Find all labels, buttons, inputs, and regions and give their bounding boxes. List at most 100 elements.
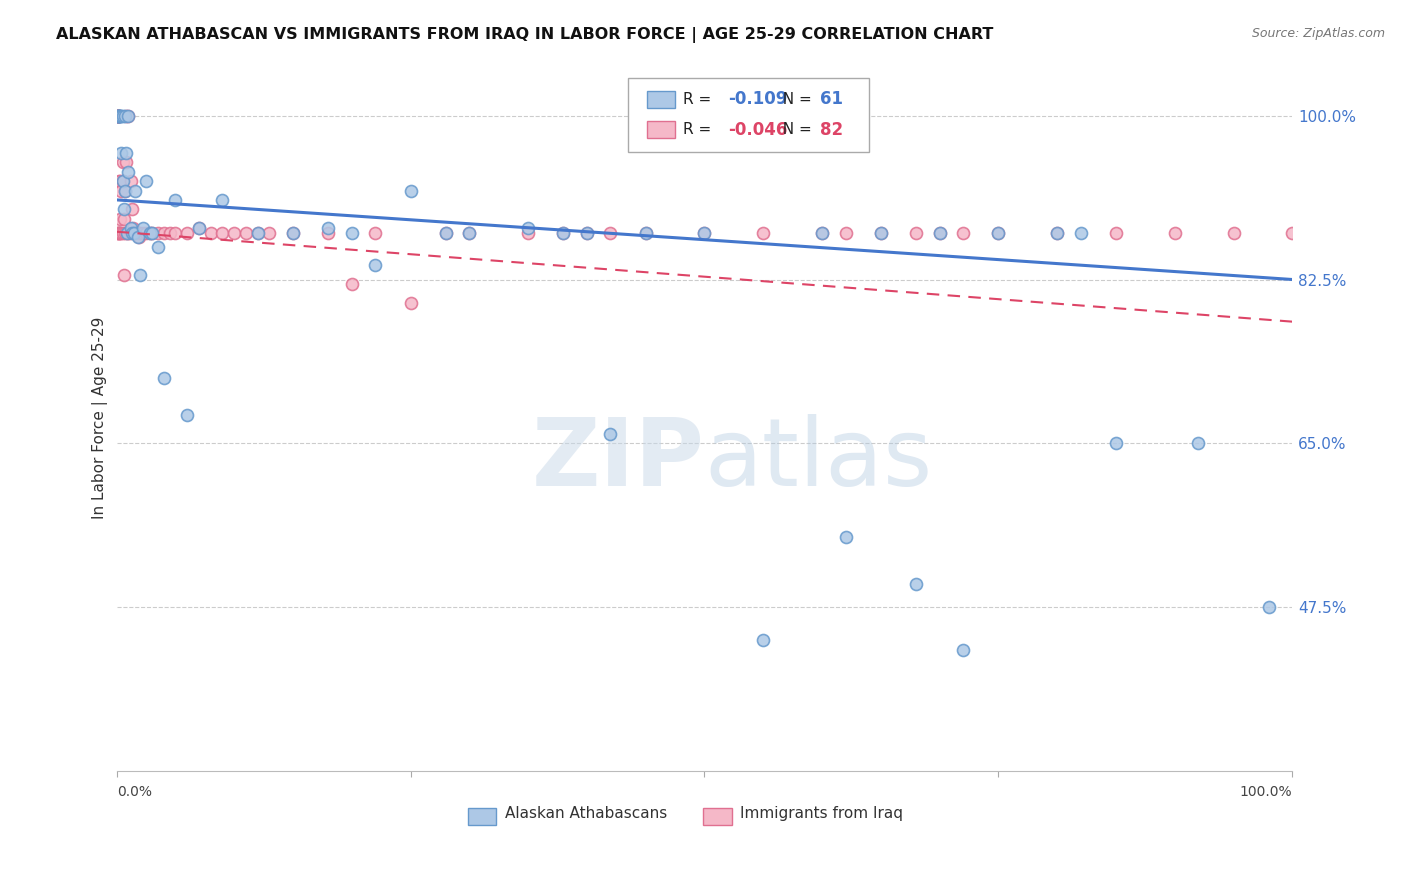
Text: -0.109: -0.109 bbox=[728, 90, 787, 109]
Point bbox=[1105, 226, 1128, 240]
Point bbox=[108, 109, 131, 123]
Point bbox=[114, 109, 136, 123]
Point bbox=[399, 184, 422, 198]
Point bbox=[434, 226, 457, 240]
Point bbox=[575, 226, 598, 240]
Point bbox=[124, 226, 146, 240]
Point bbox=[127, 226, 149, 240]
Point bbox=[316, 226, 339, 240]
FancyBboxPatch shape bbox=[628, 78, 869, 153]
Point bbox=[235, 226, 257, 240]
Point bbox=[120, 174, 142, 188]
Point bbox=[1222, 226, 1244, 240]
Point bbox=[111, 226, 134, 240]
Text: -0.046: -0.046 bbox=[728, 120, 787, 139]
Point bbox=[117, 109, 139, 123]
Point bbox=[107, 109, 129, 123]
Point bbox=[952, 642, 974, 657]
Point bbox=[1105, 436, 1128, 450]
Point bbox=[131, 221, 153, 235]
Point bbox=[124, 184, 146, 198]
Point bbox=[111, 174, 134, 188]
Point bbox=[752, 226, 775, 240]
Point bbox=[188, 221, 211, 235]
Point bbox=[105, 109, 128, 123]
Point bbox=[118, 226, 141, 240]
Point bbox=[108, 109, 131, 123]
Point bbox=[110, 109, 132, 123]
Point bbox=[121, 202, 143, 217]
Point bbox=[107, 109, 129, 123]
Point bbox=[124, 226, 146, 240]
Point bbox=[1046, 226, 1069, 240]
Text: ZIP: ZIP bbox=[531, 414, 704, 506]
Point bbox=[634, 226, 657, 240]
Point bbox=[105, 109, 128, 123]
Text: N =: N = bbox=[773, 92, 817, 107]
Point bbox=[693, 226, 716, 240]
Point bbox=[110, 226, 132, 240]
Text: N =: N = bbox=[773, 122, 817, 137]
Point bbox=[111, 155, 134, 169]
Point bbox=[127, 230, 149, 244]
Point bbox=[869, 226, 891, 240]
Point bbox=[107, 109, 129, 123]
Point bbox=[117, 226, 139, 240]
Point bbox=[553, 226, 575, 240]
Point bbox=[399, 296, 422, 310]
Point bbox=[952, 226, 974, 240]
Text: R =: R = bbox=[683, 92, 717, 107]
Point bbox=[112, 202, 135, 217]
Text: 61: 61 bbox=[820, 90, 842, 109]
Point bbox=[176, 409, 198, 423]
Point bbox=[316, 221, 339, 235]
Point bbox=[146, 226, 169, 240]
Point bbox=[905, 226, 928, 240]
Point bbox=[211, 193, 233, 207]
Point bbox=[117, 109, 139, 123]
Point bbox=[693, 226, 716, 240]
Point bbox=[340, 277, 363, 292]
Point bbox=[108, 109, 131, 123]
Text: ALASKAN ATHABASCAN VS IMMIGRANTS FROM IRAQ IN LABOR FORCE | AGE 25-29 CORRELATIO: ALASKAN ATHABASCAN VS IMMIGRANTS FROM IR… bbox=[56, 27, 994, 43]
Point bbox=[152, 226, 174, 240]
Point bbox=[125, 226, 148, 240]
Point bbox=[114, 184, 136, 198]
Point bbox=[129, 268, 152, 282]
Text: atlas: atlas bbox=[704, 414, 932, 506]
Point bbox=[165, 193, 187, 207]
Point bbox=[905, 577, 928, 591]
Point bbox=[122, 221, 145, 235]
Y-axis label: In Labor Force | Age 25-29: In Labor Force | Age 25-29 bbox=[93, 317, 108, 519]
Point bbox=[458, 226, 481, 240]
Point bbox=[107, 109, 129, 123]
Point bbox=[110, 184, 132, 198]
Point bbox=[107, 109, 129, 123]
Point bbox=[165, 226, 187, 240]
Point bbox=[141, 226, 163, 240]
Point bbox=[117, 226, 139, 240]
Point bbox=[135, 174, 157, 188]
Point bbox=[141, 226, 163, 240]
Point bbox=[176, 226, 198, 240]
FancyBboxPatch shape bbox=[468, 808, 496, 825]
Point bbox=[121, 226, 143, 240]
Point bbox=[1187, 436, 1209, 450]
Point bbox=[114, 226, 136, 240]
FancyBboxPatch shape bbox=[703, 808, 731, 825]
Point bbox=[108, 109, 131, 123]
Point bbox=[834, 530, 856, 544]
Point bbox=[108, 174, 131, 188]
Point bbox=[138, 226, 160, 240]
Point bbox=[1281, 226, 1303, 240]
Text: R =: R = bbox=[683, 122, 717, 137]
Point bbox=[224, 226, 246, 240]
Point bbox=[117, 226, 139, 240]
Point bbox=[159, 226, 181, 240]
Text: Source: ZipAtlas.com: Source: ZipAtlas.com bbox=[1251, 27, 1385, 40]
Point bbox=[259, 226, 281, 240]
Point bbox=[246, 226, 269, 240]
Text: 82: 82 bbox=[820, 120, 842, 139]
Point bbox=[928, 226, 950, 240]
Point bbox=[811, 226, 834, 240]
